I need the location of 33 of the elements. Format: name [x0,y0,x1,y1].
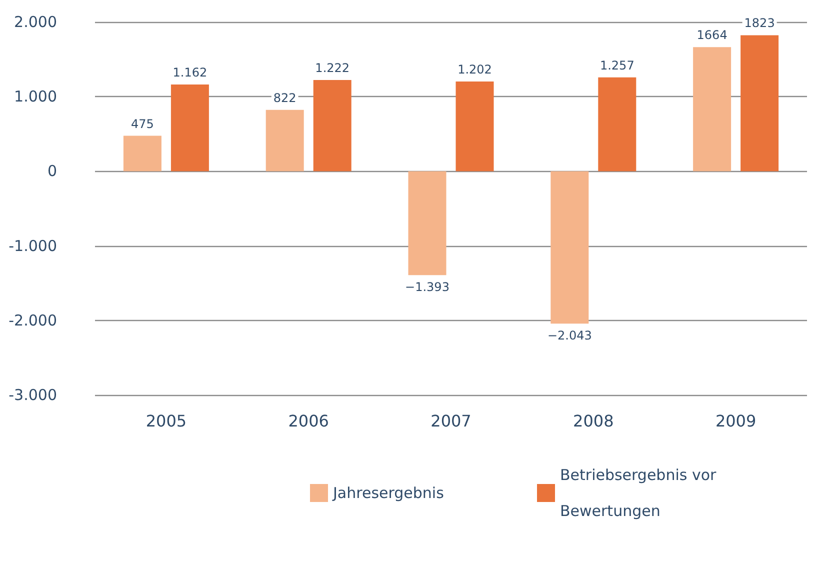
x-tick-label: 2006 [288,412,329,430]
x-tick-label: 2009 [715,412,756,430]
data-label: 1.162 [172,66,208,80]
data-label: −1.393 [405,280,450,294]
data-label: 1823 [744,16,775,30]
x-tick-label: 2008 [573,412,614,430]
y-tick-label: -2.000 [8,311,57,330]
x-tick-label: 2007 [430,412,472,430]
bar [170,84,209,172]
y-tick-label: 0 [47,162,57,180]
bar [123,136,162,172]
data-label: 1.222 [315,61,350,76]
bar [598,77,636,172]
y-tick-label: -1.000 [8,236,57,255]
bar [740,35,779,172]
data-label: 822 [273,90,296,105]
bar [266,110,304,172]
y-tick-label: -3.000 [8,386,57,404]
data-label: 475 [130,116,154,131]
legend-label: Jahresergebnis [332,484,444,502]
y-tick-label: 1.000 [14,88,57,106]
bar [550,171,589,324]
bar [456,82,494,172]
data-label: 1664 [696,28,728,42]
data-label: −2.043 [547,328,592,343]
bar [408,171,446,276]
data-label: 1.257 [600,58,634,72]
text: Betriebsergebnis vor Bewertungen [560,466,716,520]
bar [693,47,732,172]
y-tick-label: 2.000 [14,13,57,31]
bar [313,80,352,172]
x-tick-label: 2005 [146,412,187,430]
data-label: 1.202 [458,62,492,77]
